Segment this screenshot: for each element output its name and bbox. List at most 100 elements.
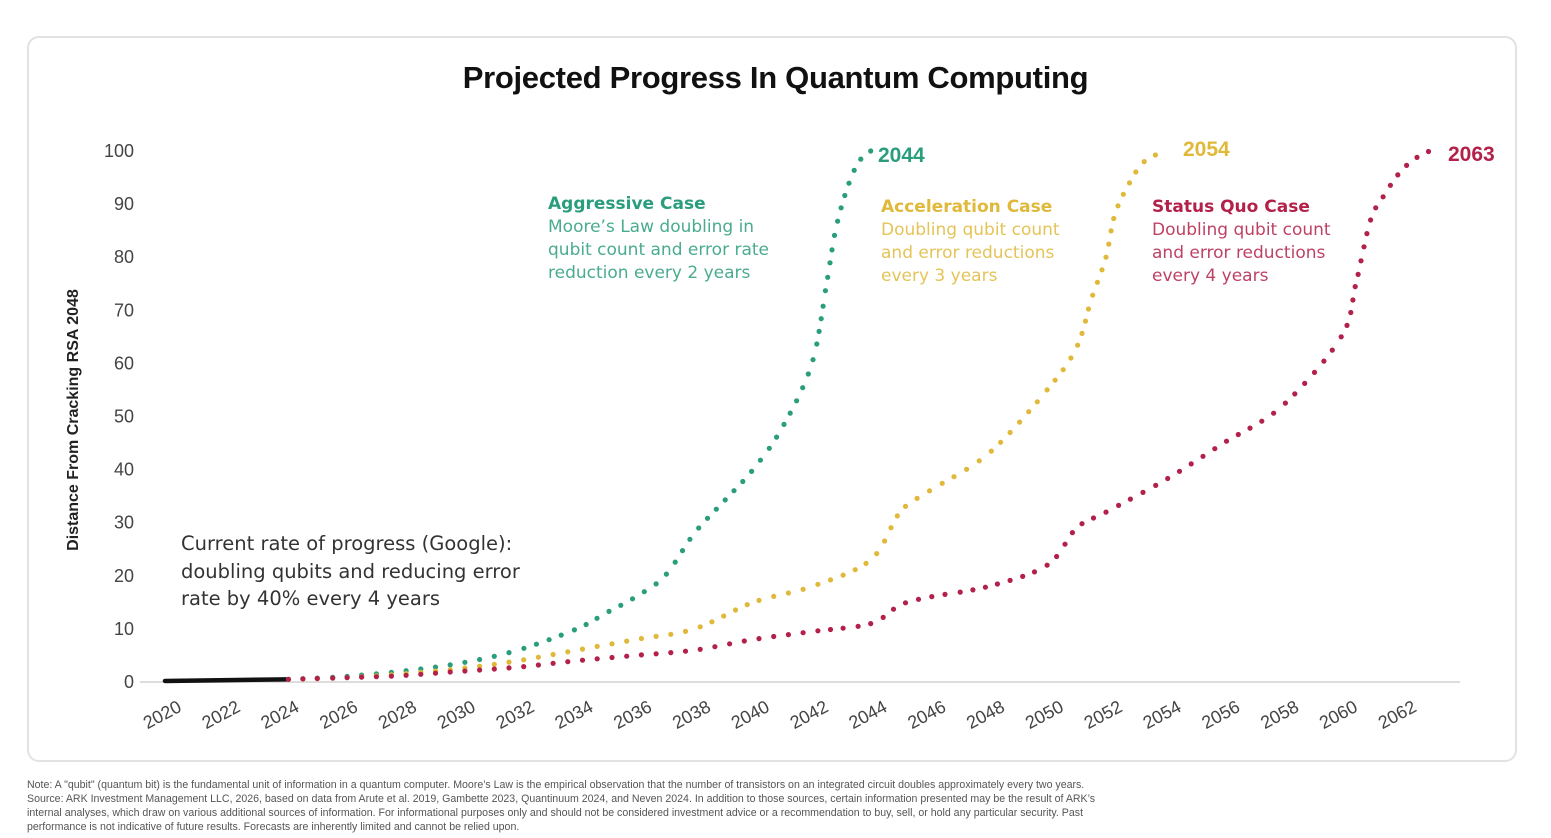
data-point [942, 591, 948, 598]
data-point [868, 621, 874, 627]
data-point [1348, 309, 1354, 316]
data-point [432, 670, 439, 676]
annotation-status-quo-line: every 4 years [1152, 266, 1269, 286]
data-point [829, 247, 835, 253]
data-point [558, 632, 564, 638]
data-point [1111, 215, 1117, 222]
data-point [418, 671, 424, 677]
data-point [583, 621, 589, 628]
data-point [314, 675, 320, 682]
data-point [902, 503, 909, 509]
data-point [1103, 509, 1109, 515]
data-point [477, 663, 483, 669]
x-tick-label: 2040 [728, 696, 773, 732]
x-tick-label: 2024 [257, 696, 302, 732]
annotation-aggressive: Aggressive Case Moore’s Law doubling in … [548, 193, 769, 285]
data-point [1115, 203, 1121, 209]
data-point [285, 676, 292, 682]
data-point [757, 457, 764, 463]
data-point [535, 662, 542, 668]
series-current [162, 677, 291, 684]
data-point [1292, 391, 1298, 397]
annotation-current-line: doubling qubits and reducing error [181, 559, 520, 583]
x-tick-label: 2044 [846, 696, 891, 732]
annotation-acceleration-line: every 3 years [881, 266, 998, 286]
data-point [462, 659, 468, 665]
annotation-acceleration-line: Doubling qubit count [881, 220, 1060, 240]
data-point [929, 594, 935, 600]
data-point [653, 581, 659, 587]
data-point [781, 421, 787, 427]
data-point [1321, 358, 1327, 364]
x-tick-label: 2038 [669, 696, 714, 732]
data-point [818, 316, 824, 322]
data-point [1079, 521, 1085, 527]
data-point [1414, 154, 1420, 160]
data-point [638, 635, 645, 642]
data-point [816, 328, 822, 334]
data-point [491, 661, 497, 667]
data-point [1099, 267, 1105, 273]
data-point [506, 659, 512, 665]
data-point [805, 371, 811, 377]
data-point [1120, 191, 1126, 197]
data-point [668, 650, 674, 656]
data-point [1165, 475, 1171, 482]
data-point [785, 632, 792, 638]
x-tick-label: 2028 [375, 696, 420, 732]
data-point [1060, 367, 1066, 373]
y-tick-label: 60 [114, 353, 134, 373]
series-aggressive [285, 148, 874, 682]
x-tick-label: 2056 [1198, 696, 1243, 732]
data-point [888, 525, 894, 531]
data-point [858, 156, 864, 162]
data-point [506, 650, 512, 656]
data-point [609, 641, 615, 647]
data-point [1126, 180, 1133, 186]
data-point [894, 513, 900, 519]
data-point [565, 659, 571, 665]
data-point [571, 627, 578, 633]
data-point [1153, 482, 1159, 488]
data-point [976, 458, 982, 464]
x-tick-label: 2062 [1375, 696, 1420, 732]
data-point [1094, 279, 1100, 285]
data-point [863, 560, 869, 567]
data-point [1082, 318, 1089, 324]
data-point [855, 623, 861, 629]
data-point [731, 488, 737, 494]
data-point [653, 651, 659, 657]
data-point [1044, 562, 1050, 568]
annotation-current-rate: Current rate of progress (Google): doubl… [181, 530, 520, 613]
data-point [756, 636, 762, 642]
data-point [1247, 425, 1253, 431]
data-point [594, 656, 600, 662]
data-point [827, 577, 834, 583]
data-point [618, 602, 624, 608]
x-tick-label: 2026 [316, 696, 361, 732]
data-point [359, 674, 365, 680]
x-tick-label: 2042 [787, 696, 832, 732]
annotation-status-quo-line: Doubling qubit count [1152, 220, 1331, 240]
data-point [1031, 569, 1038, 575]
data-point [827, 260, 833, 266]
data-point [1387, 182, 1393, 188]
y-tick-label: 50 [114, 407, 134, 427]
data-point [1007, 577, 1013, 584]
data-point [794, 398, 800, 404]
data-point [939, 480, 945, 486]
end-label-aggressive: 2044 [878, 144, 925, 167]
data-point [713, 506, 719, 512]
data-point [766, 445, 772, 451]
data-point [827, 626, 834, 633]
data-point [740, 478, 746, 485]
data-point [982, 584, 989, 590]
x-tick-label: 2020 [140, 696, 185, 732]
data-point [609, 654, 615, 661]
data-point [810, 357, 816, 363]
data-point [1085, 306, 1092, 312]
chart-card [27, 36, 1517, 762]
data-point [1329, 347, 1335, 353]
y-tick-label: 70 [114, 300, 134, 320]
